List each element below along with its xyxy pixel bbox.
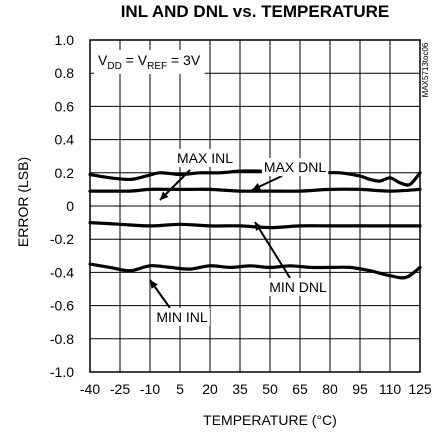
y-tick-label: 0.2	[55, 165, 75, 181]
condition-sub-dd: DD	[107, 61, 121, 72]
x-tick-label: 125	[408, 381, 432, 397]
x-tick-label: 80	[322, 381, 338, 397]
condition-sub-ref: REF	[147, 61, 167, 72]
annotation-leader-min-dnl	[254, 221, 291, 279]
x-tick-label: 110	[379, 381, 402, 397]
series-line-min-inl	[88, 262, 422, 280]
y-tick-label: -0.4	[50, 264, 74, 280]
annotation-label-max-inl: MAX INL	[177, 150, 233, 166]
y-tick-label: -0.6	[50, 298, 74, 314]
annotation-label-background	[261, 158, 329, 176]
condition-v: V	[98, 52, 108, 68]
annotation-arrowhead-min-dnl	[255, 222, 263, 231]
y-tick-label: -0.8	[50, 331, 74, 347]
y-tick-label: 0	[66, 198, 74, 214]
y-tick-label: 0.6	[55, 98, 75, 114]
annotations: MAX INL MAX DNL MIN DNL MIN INL	[149, 149, 329, 326]
grid	[89, 39, 421, 373]
condition-label: VDD = VREF = 3V	[98, 52, 201, 72]
annotation-arrowhead-min-inl	[150, 280, 158, 289]
y-tick-label: 0.4	[55, 132, 75, 148]
x-tick-label: 20	[202, 381, 218, 397]
annotation-label-background	[154, 308, 210, 326]
y-tick-label: -1.0	[50, 364, 74, 380]
x-tick-label: 65	[292, 381, 308, 397]
y-tick-label: 0.8	[55, 65, 75, 81]
annotation-label-min-inl: MIN INL	[156, 309, 208, 325]
x-tick-label: 5	[176, 381, 184, 397]
x-tick-label: -10	[140, 381, 160, 397]
annotation-label-min-dnl: MIN DNL	[269, 279, 327, 295]
chart-title: INL AND DNL vs. TEMPERATURE	[121, 2, 390, 21]
series-line-min-dnl	[88, 221, 422, 230]
annotation-arrowhead-max-dnl	[252, 183, 261, 191]
y-tick-label: 1.0	[55, 32, 75, 48]
annotation-label-background	[267, 278, 329, 296]
x-tick-label: -40	[80, 381, 100, 397]
figure-code: MAX5713toc06	[421, 42, 430, 97]
condition-tail: = 3V	[167, 52, 201, 68]
condition-label-background	[94, 50, 205, 74]
x-tick-label: 35	[232, 381, 248, 397]
y-axis-label: ERROR (LSB)	[15, 157, 31, 247]
annotation-arrowhead-max-inl	[160, 191, 169, 200]
x-tick-label: -25	[110, 381, 130, 397]
y-tick-label: -0.2	[50, 231, 74, 247]
x-tick-label: 95	[352, 381, 368, 397]
plot-frame	[89, 39, 421, 373]
x-tick-label: 50	[262, 381, 278, 397]
x-axis-label: TEMPERATURE (°C)	[203, 412, 337, 428]
annotation-label-background	[174, 149, 236, 167]
condition-eq: = V	[122, 52, 148, 68]
series-line-max-dnl	[88, 187, 422, 193]
annotation-label-max-dnl: MAX DNL	[264, 159, 326, 175]
tick-labels: -40 -25 -10 5 20 35 50 65 80 95 110 125 1.0 0.8 0.6 0.4…	[50, 32, 432, 397]
